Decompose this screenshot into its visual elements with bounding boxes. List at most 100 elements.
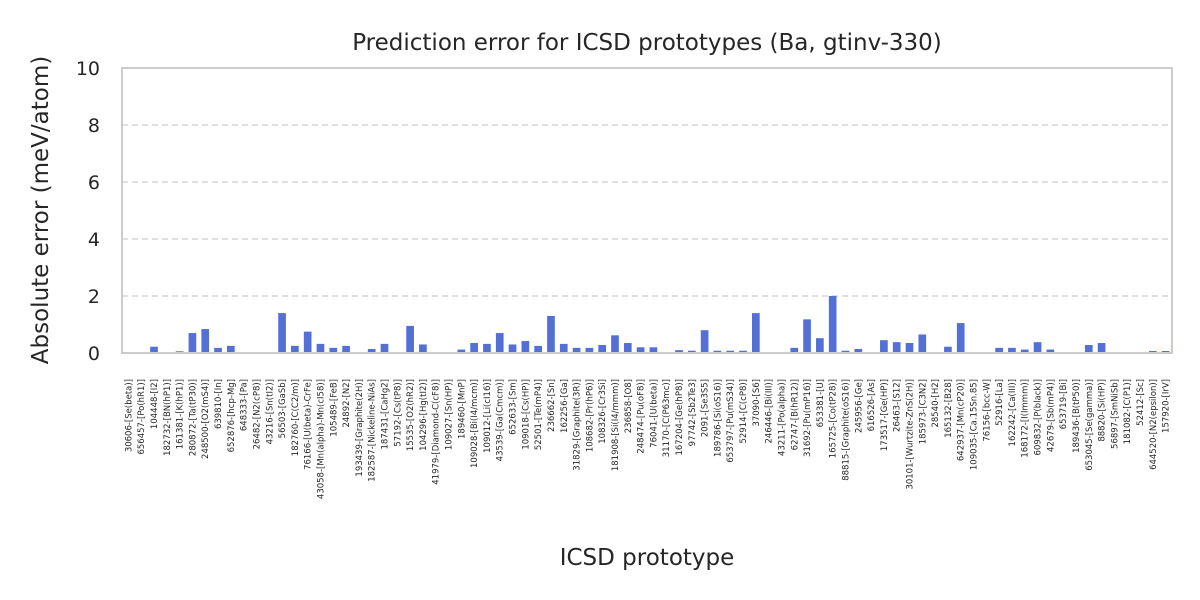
bar xyxy=(892,342,901,353)
bar xyxy=(559,343,568,353)
x-tick-label: 26463-[S12] xyxy=(893,379,903,432)
x-tick-label: 280872-[Ta(tP30)] xyxy=(188,379,198,456)
x-tick-label: 109012-[Li(cI16)] xyxy=(483,379,493,453)
y-axis-label: Absolute error (meV/atom) xyxy=(28,56,54,364)
bar xyxy=(303,331,312,353)
bar xyxy=(956,323,965,353)
bar xyxy=(547,315,555,353)
x-axis-label: ICSD prototype xyxy=(560,545,735,571)
x-tick-label: 109028-[Bi(I4/mcm)] xyxy=(470,379,480,468)
plot-frame xyxy=(121,67,1173,354)
x-tick-label: 642937-[Mn(cP20)] xyxy=(957,379,967,461)
bar xyxy=(483,343,491,353)
bar xyxy=(495,333,504,353)
x-tick-label: 609832-[P(black)] xyxy=(1034,379,1044,455)
bar xyxy=(534,345,542,353)
x-tick-label: 76041-[U(beta)] xyxy=(649,379,659,448)
x-tick-label: 189460-[MnP] xyxy=(457,379,467,439)
x-tick-label: 652633-[Sm] xyxy=(509,379,519,435)
x-tick-label: 26482-[N2(cP8)] xyxy=(252,379,262,449)
y-tick-label: 8 xyxy=(88,115,100,137)
x-tick-labels: 30606-[Se(beta)] 656457-[Po(hR1)] 104448-[… xyxy=(124,379,1171,499)
bar xyxy=(790,347,799,353)
x-tick-label: 248474-[Pu(oF8)] xyxy=(637,379,647,454)
bar xyxy=(1008,347,1016,353)
x-tick-label: 616526-[As] xyxy=(867,379,877,431)
bar xyxy=(803,319,811,353)
x-tick-label: 108326-[Cr3Si] xyxy=(598,379,608,444)
x-tick-label: 43058-[Mn(alpha)-Mn(cI58)] xyxy=(316,379,326,499)
bar xyxy=(150,346,158,353)
x-tick-label: 52501-[Te(mP4)] xyxy=(534,379,544,450)
bar xyxy=(585,347,594,353)
x-tick-label: 109035-[Ca.15Sn.85] xyxy=(970,379,980,470)
x-tick-label: 236858-[O8] xyxy=(624,379,634,433)
bar xyxy=(1046,349,1055,353)
bar xyxy=(572,347,581,353)
x-tick-label: 109018-[Cs(HP)] xyxy=(521,379,531,450)
bar xyxy=(508,344,517,353)
bar xyxy=(713,350,722,353)
x-tick-label: 653719-[Bi] xyxy=(1059,379,1069,429)
x-tick-label: 52914-[C(cP8)] xyxy=(739,379,749,444)
x-tick-label: 31170-[C(P63mc)] xyxy=(662,379,672,457)
x-tick-label: 24892-[N2] xyxy=(342,379,352,428)
x-tick-label: 105489-[FeB] xyxy=(329,379,339,437)
x-tick-label: 182732-[BN(hP1)] xyxy=(163,379,173,456)
bar xyxy=(598,345,607,353)
x-tick-label: 43539-[Ga(Cmcm)] xyxy=(496,379,506,461)
x-tick-label: 30101-[Wurtzite-ZnS(2H)] xyxy=(906,379,916,490)
bar xyxy=(944,346,952,353)
x-tick-label: 653797-[Pu(mS34)] xyxy=(726,379,736,463)
x-tick-label: 165725-[Co(tP28)] xyxy=(829,379,839,458)
x-tick-label: 189786-[Si(oS16)] xyxy=(713,379,723,457)
x-tick-label: 97742-[Sb2Te3] xyxy=(688,379,698,446)
x-tick-label: 644520-[N2(epsilon)] xyxy=(1149,379,1159,470)
x-tick-label: 56897-[SmNiSb] xyxy=(1110,379,1120,449)
bar xyxy=(854,349,863,353)
bar xyxy=(227,345,235,353)
y-tick-label: 2 xyxy=(88,286,100,308)
bar xyxy=(687,350,696,353)
x-tick-label: 108682-[Pr(hP6)] xyxy=(585,379,595,452)
chart-title: Prediction error for ICSD prototypes (Ba… xyxy=(352,30,942,56)
x-tick-label: 639810-[In] xyxy=(214,379,224,429)
bar xyxy=(649,347,658,353)
x-tick-label: 181082-[C(P1)] xyxy=(1123,379,1133,444)
bar xyxy=(841,350,850,353)
x-tick-label: 31829-[Graphite(3R)] xyxy=(573,379,583,471)
bar xyxy=(470,343,478,353)
bar xyxy=(1097,343,1106,353)
x-tick-label: 104448-[I2] xyxy=(150,379,160,429)
x-tick-label: 189436-[B(tP50)] xyxy=(1072,379,1082,453)
x-tick-label: 653381-[U] xyxy=(816,379,826,427)
x-tick-label: 43211-[Po(alpha)] xyxy=(777,379,787,456)
x-tick-label: 656457-[Po(hR1)] xyxy=(137,379,147,455)
x-tick-label: 104296-[Hg(tI2)] xyxy=(419,379,429,451)
x-tick-label: 193439-[Graphite(2H)] xyxy=(355,379,365,477)
x-tick-label: 15535-[O2(hR2)] xyxy=(406,379,416,451)
x-tick-label: 62747-[B(hR12)] xyxy=(790,379,800,450)
bar xyxy=(342,345,350,353)
bar xyxy=(726,350,735,353)
y-tick-label: 6 xyxy=(88,172,100,194)
x-tick-label: 185973-[C3N2] xyxy=(918,379,928,444)
x-tick-label: 182760-[C(C2/m)] xyxy=(291,379,301,456)
x-tick-label: 173517-[Ge(HP)] xyxy=(880,379,890,451)
bar xyxy=(457,349,466,353)
bar xyxy=(201,329,210,353)
x-tick-label: 182587-[Nickeline-NiAs] xyxy=(368,379,378,482)
bar xyxy=(406,325,414,353)
x-tick-label: 88820-[Si(HP)] xyxy=(1098,379,1108,442)
bar xyxy=(752,313,760,353)
bar xyxy=(739,350,747,353)
x-tick-label: 162242-[Ca(III)] xyxy=(1008,379,1018,446)
bar xyxy=(521,341,530,353)
y-tick-label: 4 xyxy=(88,229,100,251)
x-tick-label: 76166-[U(beta)-CrFe] xyxy=(304,379,314,470)
x-tick-label: 187431-[CaHg2] xyxy=(381,379,391,450)
x-tick-label: 31692-[Pu(mP16)] xyxy=(803,379,813,457)
x-tick-label: 648333-[Pa] xyxy=(240,379,250,431)
bar xyxy=(905,343,914,353)
bar xyxy=(291,345,299,353)
